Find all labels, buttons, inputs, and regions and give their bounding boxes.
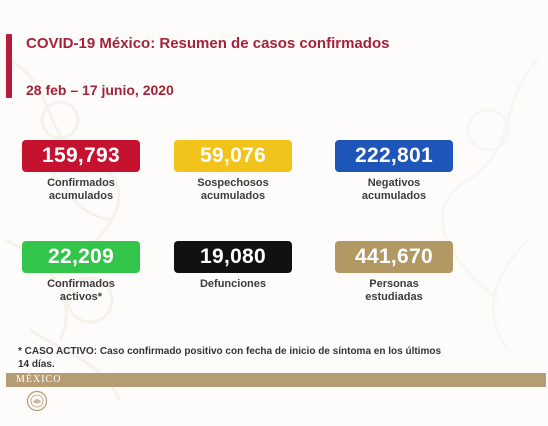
page-title: COVID-19 México: Resumen de casos confir… (26, 35, 390, 52)
national-seal-icon (26, 390, 48, 412)
stat-label-line: Negativos (367, 177, 421, 189)
stat-value-box: 59,076 (174, 140, 292, 172)
stat-defunciones: 19,080 Defunciones (173, 241, 293, 291)
stat-label-line: Confirmados (47, 177, 115, 189)
decorative-ornament-right (440, 58, 540, 351)
stat-value-box: 22,209 (22, 241, 140, 273)
stat-label-line: acumulados (200, 190, 266, 202)
stat-label-line: acumulados (48, 190, 114, 202)
stat-value-box: 159,793 (22, 140, 140, 172)
stat-label-line: Confirmados (47, 278, 115, 290)
stat-value-box: 441,670 (335, 241, 453, 273)
stat-label-line: Defunciones (199, 278, 266, 290)
stat-sospechosos-acumulados: 59,076 Sospechosos acumulados (173, 140, 293, 203)
stat-label: Confirmados activos* (21, 278, 141, 304)
footnote-caso-activo: * CASO ACTIVO: Caso confirmado positivo … (18, 346, 442, 370)
stat-label: Personas estudiadas (334, 278, 454, 304)
stat-label-line: acumulados (361, 190, 427, 202)
stat-label: Sospechosos acumulados (173, 177, 293, 203)
stat-label: Negativos acumulados (334, 177, 454, 203)
stat-label-line: Personas (369, 278, 419, 290)
stat-personas-estudiadas: 441,670 Personas estudiadas (334, 241, 454, 304)
stat-negativos-acumulados: 222,801 Negativos acumulados (334, 140, 454, 203)
stat-label: Confirmados acumulados (21, 177, 141, 203)
stat-confirmados-acumulados: 159,793 Confirmados acumulados (21, 140, 141, 203)
stat-value-box: 19,080 (174, 241, 292, 273)
stat-value-box: 222,801 (335, 140, 453, 172)
date-range: 28 feb – 17 junio, 2020 (26, 82, 174, 98)
footer-band (6, 373, 546, 387)
stat-label-line: activos* (59, 291, 103, 303)
stat-label-line: estudiadas (365, 291, 423, 303)
footer-brand-text: MÉXICO (16, 374, 62, 385)
stat-confirmados-activos: 22,209 Confirmados activos* (21, 241, 141, 304)
title-accent-bar (6, 34, 12, 98)
stat-label-line: Sospechosos (197, 177, 269, 189)
stat-label: Defunciones (173, 278, 293, 291)
